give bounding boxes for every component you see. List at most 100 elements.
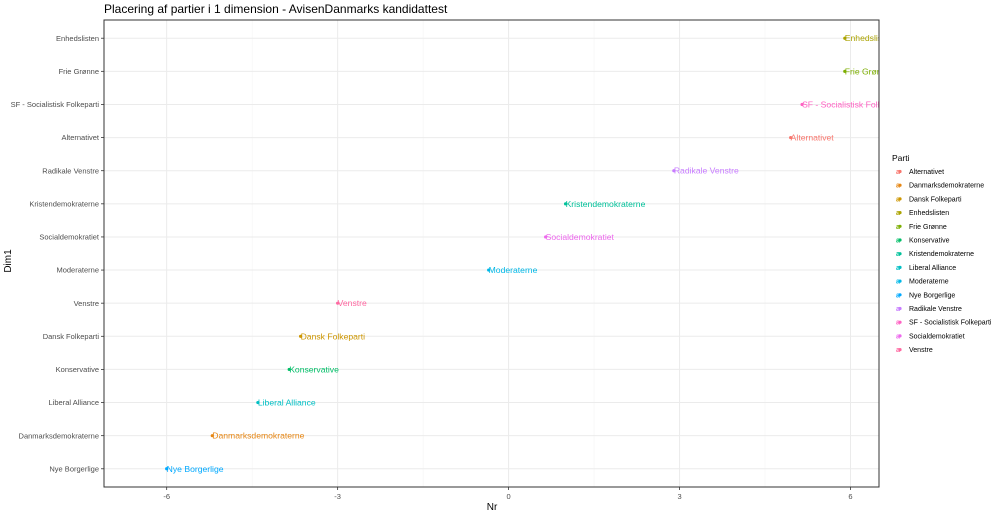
data-label: Danmarksdemokraterne [212, 431, 304, 441]
legend-key [898, 211, 902, 215]
legend-key [898, 238, 902, 242]
y-tick-label: Liberal Alliance [49, 398, 99, 407]
data-label: Alternativet [791, 133, 835, 143]
y-axis-title: Dim1 [3, 249, 14, 273]
legend-key-glyph: a [896, 306, 900, 313]
data-label: Konservative [289, 364, 339, 374]
legend-label: Danmarksdemokraterne [909, 183, 984, 190]
y-tick-label: Venstre [74, 299, 99, 308]
legend: Parti a Alternativet a Danmarksdemokraterne… [892, 153, 992, 354]
legend-key [898, 197, 902, 201]
y-tick-label: Dansk Folkeparti [43, 332, 100, 341]
x-axis-title: Nr [487, 502, 498, 513]
x-tick-label: 6 [848, 492, 852, 501]
data-point [800, 102, 804, 107]
legend-key [898, 252, 902, 256]
legend-key [898, 224, 902, 228]
data-label: Moderaterne [489, 265, 538, 275]
legend-key [898, 265, 902, 269]
data-point [287, 367, 291, 372]
y-tick-label: Danmarksdemokraterne [19, 431, 99, 440]
data-point [843, 69, 847, 73]
legend-key-glyph: a [896, 251, 900, 258]
data-point [165, 467, 169, 471]
y-axis: Nye Borgerlige Danmarksdemokraterne Libera… [11, 34, 104, 473]
data-label: Frie Grønne [845, 66, 892, 76]
x-tick-label: 3 [677, 492, 681, 501]
grid [104, 20, 879, 487]
legend-label: Enhedslisten [909, 210, 949, 217]
legend-label: SF - Socialistisk Folkeparti [909, 320, 992, 327]
data-label: Liberal Alliance [258, 398, 316, 408]
legend-key-glyph: a [896, 320, 900, 327]
y-tick-label: Kristendemokraterne [29, 199, 99, 208]
y-tick-label: Radikale Venstre [42, 166, 99, 175]
data-point [256, 400, 260, 405]
data-point [210, 434, 214, 438]
legend-title: Parti [892, 153, 910, 163]
legend-key [898, 306, 902, 311]
legend-label: Venstre [909, 347, 933, 354]
data-point [544, 235, 548, 239]
legend-key-glyph: a [896, 224, 900, 231]
legend-label: Radikale Venstre [909, 306, 962, 313]
legend-key-glyph: a [896, 265, 900, 272]
legend-label: Alternativet [909, 169, 944, 176]
data-label: Kristendemokraterne [566, 199, 646, 209]
y-tick-label: Enhedslisten [56, 34, 99, 43]
legend-key [898, 183, 902, 187]
y-tick-label: Nye Borgerlige [49, 464, 99, 473]
x-tick-label: 0 [507, 492, 511, 501]
y-tick-label: SF - Socialistisk Folkeparti [11, 100, 100, 109]
data-label: Enhedslisten [845, 33, 894, 43]
y-tick-label: Frie Grønne [59, 67, 99, 76]
data-point [298, 334, 303, 338]
x-tick-label: -3 [334, 492, 341, 501]
legend-key-glyph: a [896, 238, 900, 245]
data-label: Nye Borgerlige [167, 464, 224, 474]
data-label: Venstre [338, 298, 367, 308]
legend-label: Kristendemokraterne [909, 251, 974, 258]
legend-label: Konservative [909, 238, 950, 245]
y-tick-label: Moderaterne [56, 266, 99, 275]
data-label: Socialdemokratiet [546, 232, 615, 242]
x-axis: -6 -3 0 3 6 [163, 487, 853, 501]
legend-key-glyph: a [896, 196, 900, 203]
legend-key-glyph: a [896, 333, 900, 340]
legend-key [898, 334, 902, 338]
data-point [672, 169, 676, 173]
legend-label: Moderaterne [909, 279, 949, 286]
y-tick-label: Alternativet [61, 133, 99, 142]
data-point [487, 268, 491, 272]
legend-key [898, 320, 902, 324]
legend-key-glyph: a [896, 279, 900, 286]
legend-label: Socialdemokratiet [909, 333, 965, 340]
legend-label: Frie Grønne [909, 224, 947, 231]
data-label: Radikale Venstre [674, 166, 739, 176]
x-tick-label: -6 [163, 492, 170, 501]
legend-key-glyph: a [896, 169, 900, 176]
legend-key-glyph: a [896, 183, 900, 190]
data-point [789, 135, 793, 140]
legend-key [898, 293, 902, 297]
chart-title: Placering af partier i 1 dimension - Avi… [104, 2, 448, 16]
panel-border [103, 19, 880, 488]
legend-key [898, 279, 902, 283]
y-tick-label: Socialdemokratiet [39, 233, 100, 242]
data-point [336, 301, 340, 305]
legend-key [898, 348, 902, 352]
legend-key-glyph: a [896, 347, 900, 354]
data-points: Nye Borgerlige Danmarksdemokraterne Libera… [165, 33, 903, 474]
legend-key-glyph: a [896, 210, 900, 217]
data-point [563, 202, 568, 206]
legend-label: Dansk Folkeparti [909, 196, 962, 203]
y-tick-label: Konservative [56, 365, 99, 374]
legend-label: Nye Borgerlige [909, 292, 955, 299]
legend-label: Liberal Alliance [909, 265, 956, 272]
data-point [843, 36, 847, 40]
data-label: Dansk Folkeparti [301, 331, 366, 341]
legend-key [898, 169, 902, 174]
data-label: SF - Socialistisk Folkeparti [802, 99, 903, 109]
legend-key-glyph: a [896, 292, 900, 299]
